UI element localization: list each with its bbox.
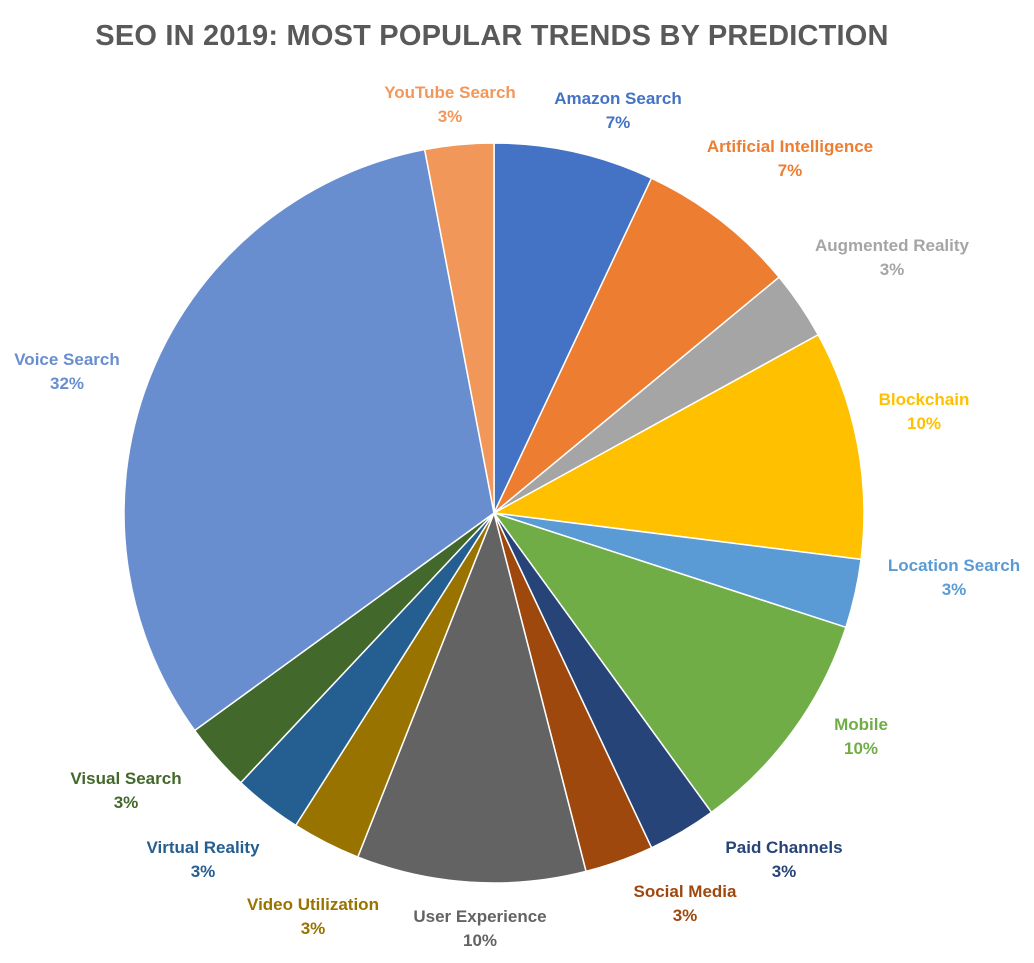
slice-label-paid-channels: Paid Channels <box>725 838 842 857</box>
slice-label-user-experience: User Experience <box>413 907 546 926</box>
slice-label-visual-search: Visual Search <box>70 769 181 788</box>
slice-value-social-media: 3% <box>673 906 698 925</box>
slice-label-voice-search: Voice Search <box>14 350 120 369</box>
slice-label-blockchain: Blockchain <box>879 390 970 409</box>
slice-value-visual-search: 3% <box>114 793 139 812</box>
slice-value-blockchain: 10% <box>907 414 941 433</box>
slice-label-augmented-reality: Augmented Reality <box>815 236 970 255</box>
chart-title: SEO IN 2019: MOST POPULAR TRENDS BY PRED… <box>95 20 889 52</box>
slice-label-mobile: Mobile <box>834 715 888 734</box>
pie-slice-user-experience <box>356 510 587 884</box>
slice-value-user-experience: 10% <box>463 931 497 950</box>
slice-label-location-search: Location Search <box>888 556 1020 575</box>
slice-value-location-search: 3% <box>942 580 967 599</box>
slice-label-video-utilization: Video Utilization <box>247 895 379 914</box>
slice-label-amazon-search: Amazon Search <box>554 89 682 108</box>
slice-label-virtual-reality: Virtual Reality <box>146 838 260 857</box>
slice-value-video-utilization: 3% <box>301 919 326 938</box>
pie-slices <box>123 142 865 884</box>
pie-slice-youtube-search <box>423 142 495 514</box>
slice-value-voice-search: 32% <box>50 374 84 393</box>
slice-value-youtube-search: 3% <box>438 107 463 126</box>
slice-value-amazon-search: 7% <box>606 113 631 132</box>
slice-value-virtual-reality: 3% <box>191 862 216 881</box>
slice-label-youtube-search: YouTube Search <box>384 83 516 102</box>
slice-value-augmented-reality: 3% <box>880 260 905 279</box>
pie-labels: Amazon Search 7% Artificial Intelligence 7%… <box>14 83 1020 950</box>
pie-slice-mobile <box>492 511 847 814</box>
slice-value-artificial-intelligence: 7% <box>778 161 803 180</box>
slice-label-social-media: Social Media <box>634 882 738 901</box>
slice-value-paid-channels: 3% <box>772 862 797 881</box>
slice-label-artificial-intelligence: Artificial Intelligence <box>707 137 873 156</box>
pie-slice-blockchain <box>491 333 865 561</box>
pie-slice-amazon-search <box>493 142 653 514</box>
slice-value-mobile: 10% <box>844 739 878 758</box>
pie-slice-voice-search <box>123 148 495 732</box>
pie-slice-artificial-intelligence <box>493 177 781 514</box>
